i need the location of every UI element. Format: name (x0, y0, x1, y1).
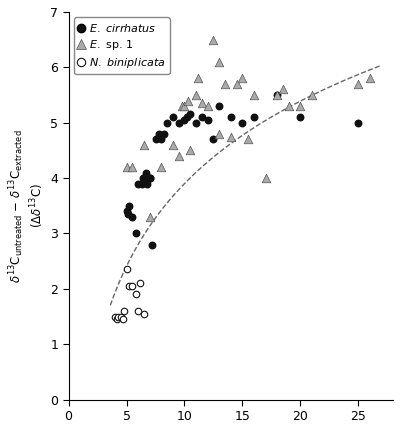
Point (135, 307, 141, 314)
Point (199, 100, 205, 107)
Point (204, 103, 211, 110)
Point (228, 114, 234, 121)
Point (262, 175, 269, 181)
Point (245, 136, 252, 143)
Point (170, 141, 176, 148)
Point (195, 75, 202, 82)
Point (120, 316, 126, 323)
Point (129, 213, 136, 220)
Point (297, 114, 304, 121)
Point (274, 92, 280, 98)
Point (187, 147, 194, 154)
Point (216, 103, 222, 110)
Point (176, 119, 182, 126)
Point (123, 163, 130, 170)
Point (204, 117, 211, 123)
Point (141, 175, 147, 181)
Point (112, 313, 118, 320)
Point (355, 80, 362, 87)
Point (141, 141, 147, 148)
Point (228, 133, 234, 140)
Point (164, 119, 170, 126)
Point (297, 103, 304, 110)
Point (144, 180, 151, 187)
Point (176, 153, 182, 160)
Point (160, 130, 167, 137)
Point (114, 316, 120, 323)
Point (184, 114, 190, 121)
Point (216, 130, 222, 137)
Point (274, 92, 280, 98)
Point (146, 175, 153, 181)
Point (126, 283, 132, 289)
Point (234, 80, 240, 87)
Point (126, 203, 132, 209)
Point (118, 313, 124, 320)
Point (156, 130, 162, 137)
Point (123, 266, 130, 273)
Point (146, 175, 153, 181)
Point (170, 114, 176, 121)
Point (210, 136, 217, 143)
Point (239, 75, 246, 82)
Point (251, 114, 257, 121)
Point (149, 241, 155, 248)
Point (124, 211, 131, 218)
Point (222, 80, 228, 87)
Point (179, 103, 185, 110)
Point (141, 310, 147, 317)
Point (138, 180, 145, 187)
Point (367, 75, 373, 82)
Point (137, 280, 144, 287)
Point (158, 136, 164, 143)
Point (193, 92, 199, 98)
Legend: $\mathit{E.\ cirrhatus}$, $\mathit{E.}$ sp. 1, $\mathit{N.\ biniplicata}$: $\mathit{E.\ cirrhatus}$, $\mathit{E.}$ … (74, 18, 170, 74)
Point (142, 175, 148, 181)
Point (133, 230, 139, 237)
Point (239, 119, 246, 126)
Point (181, 103, 188, 110)
Point (355, 119, 362, 126)
Point (140, 175, 146, 181)
Point (193, 119, 199, 126)
Point (152, 136, 159, 143)
Point (286, 103, 292, 110)
Point (158, 163, 164, 170)
Point (185, 97, 191, 104)
Point (115, 313, 122, 320)
Point (129, 163, 136, 170)
Point (187, 111, 194, 118)
Point (135, 180, 141, 187)
Point (216, 58, 222, 65)
Point (123, 208, 130, 215)
Point (199, 114, 205, 121)
Point (251, 92, 257, 98)
Point (121, 307, 128, 314)
Point (129, 283, 136, 289)
Point (146, 213, 153, 220)
Point (143, 169, 150, 176)
Y-axis label: $\delta^{13}$C$_{\mathrm{untreated}}$ $-$ $\delta^{13}$C$_{\mathrm{extracted}}$
: $\delta^{13}$C$_{\mathrm{untreated}}$ $-… (7, 129, 46, 283)
Point (210, 36, 217, 43)
Point (181, 117, 188, 123)
Point (280, 86, 286, 93)
Point (309, 92, 315, 98)
Point (133, 291, 139, 298)
